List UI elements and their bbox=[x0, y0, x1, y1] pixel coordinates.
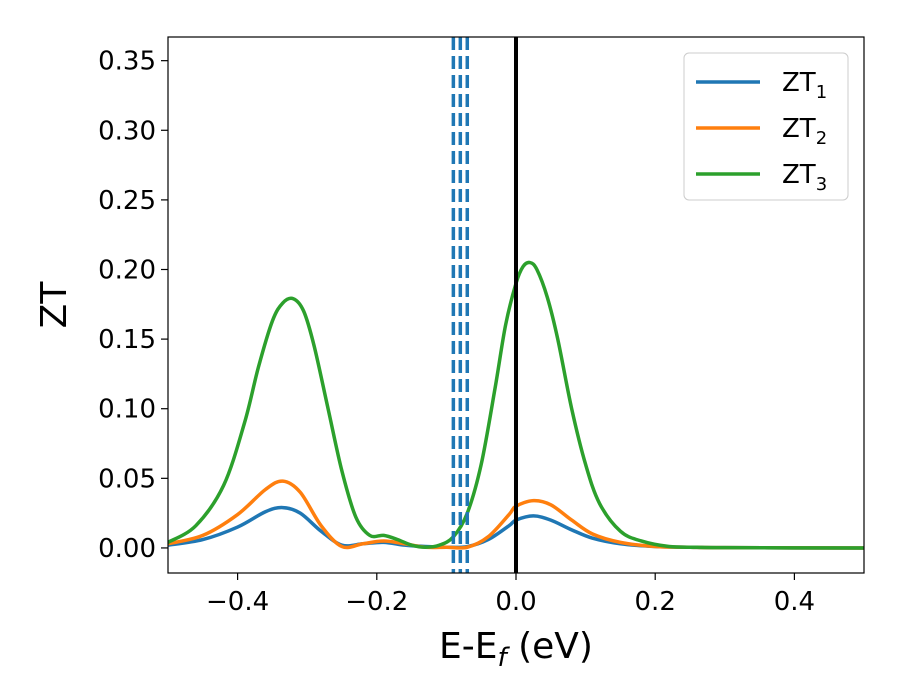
x-axis-title-main: E-E bbox=[439, 626, 497, 667]
y-axis: 0.00 0.05 0.10 0.15 0.20 0.25 0.30 0.35 bbox=[98, 47, 168, 564]
y-tick-label: 0.05 bbox=[98, 464, 156, 494]
x-tick-label: 0.4 bbox=[774, 587, 815, 617]
y-tick-label: 0.00 bbox=[98, 534, 156, 564]
y-tick-label: 0.10 bbox=[98, 395, 156, 425]
x-tick-label: 0.2 bbox=[635, 587, 676, 617]
vertical-lines bbox=[451, 37, 518, 573]
x-axis: −0.4 −0.2 0.0 0.2 0.4 bbox=[206, 573, 815, 617]
y-tick-label: 0.35 bbox=[98, 47, 156, 77]
series-line-zt2 bbox=[168, 479, 864, 550]
x-tick-label: −0.2 bbox=[345, 587, 408, 617]
y-tick-label: 0.25 bbox=[98, 186, 156, 216]
x-axis-title: E-Ef (eV) bbox=[439, 626, 593, 673]
legend-label-zt3: ZT3 bbox=[782, 160, 827, 195]
x-tick-label: 0.0 bbox=[495, 587, 536, 617]
legend-frame bbox=[683, 52, 849, 201]
x-tick-label: −0.4 bbox=[206, 587, 269, 617]
y-tick-label: 0.20 bbox=[98, 255, 156, 285]
legend-label-zt1: ZT1 bbox=[782, 68, 827, 103]
x-axis-title-unit: (eV) bbox=[507, 626, 593, 667]
y-axis-title: ZT bbox=[34, 281, 75, 329]
y-tick-label: 0.15 bbox=[98, 325, 156, 355]
legend-label-zt2: ZT2 bbox=[782, 114, 827, 149]
y-tick-label: 0.30 bbox=[98, 116, 156, 146]
legend: ZT1 ZT2 ZT3 bbox=[683, 52, 849, 201]
